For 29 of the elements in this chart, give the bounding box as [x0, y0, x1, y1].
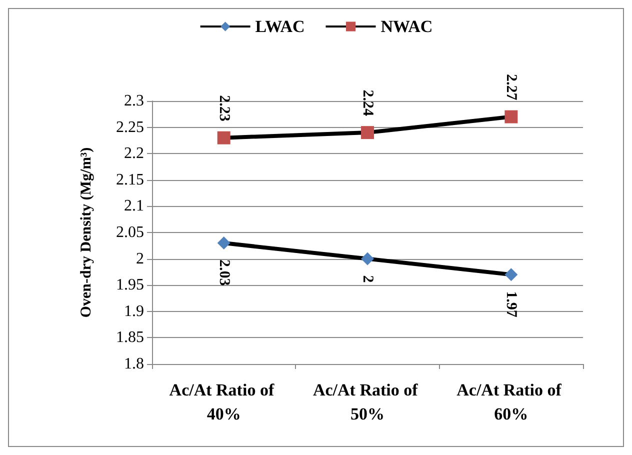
point — [504, 110, 518, 124]
point — [504, 268, 518, 282]
point — [217, 236, 230, 250]
data-label: 2 — [360, 275, 376, 283]
y-tick-label: 2.1 — [124, 198, 144, 215]
data-label: 2.27 — [503, 74, 520, 101]
y-tick-label: 2.15 — [116, 171, 144, 188]
y-tick-label: 2 — [136, 250, 144, 268]
legend-label: LWAC — [255, 17, 305, 36]
y-axis-title: Oven-dry Density (Mg/m³) — [78, 147, 94, 318]
x-tick-label: Ac/At Ratio of 50% — [312, 380, 422, 424]
y-tick-label: 1.9 — [124, 302, 144, 320]
y-tick-label: 1.95 — [116, 276, 144, 294]
point — [361, 126, 374, 140]
y-tick-label: 2.3 — [124, 92, 144, 110]
data-label: 2.24 — [360, 90, 376, 117]
y-tick-label: 1.8 — [124, 356, 144, 372]
y-tick-label: 1.85 — [116, 329, 144, 346]
x-tick-label: Ac/At Ratio of 60% — [456, 380, 566, 424]
data-label: 1.97 — [503, 291, 520, 318]
data-label: 2.03 — [216, 260, 232, 286]
y-tick-label: 2.2 — [124, 145, 144, 162]
point — [361, 252, 374, 266]
x-tick-label: Ac/At Ratio of 40% — [169, 380, 278, 424]
legend-label: NWAC — [380, 17, 433, 36]
y-tick-label: 2.25 — [116, 118, 144, 136]
point — [217, 131, 230, 144]
data-label: 2.23 — [216, 95, 232, 122]
y-tick-label: 2.05 — [116, 224, 144, 241]
